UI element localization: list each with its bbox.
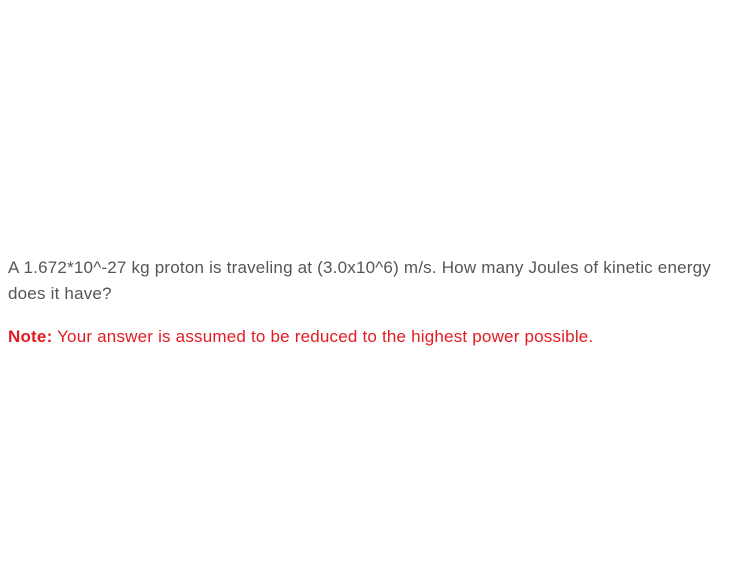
question-container: A 1.672*10^-27 kg proton is traveling at… (8, 255, 747, 350)
note-body: Your answer is assumed to be reduced to … (52, 327, 593, 346)
note-label: Note: (8, 327, 52, 346)
note-line: Note: Your answer is assumed to be reduc… (8, 324, 747, 350)
question-text: A 1.672*10^-27 kg proton is traveling at… (8, 255, 747, 306)
